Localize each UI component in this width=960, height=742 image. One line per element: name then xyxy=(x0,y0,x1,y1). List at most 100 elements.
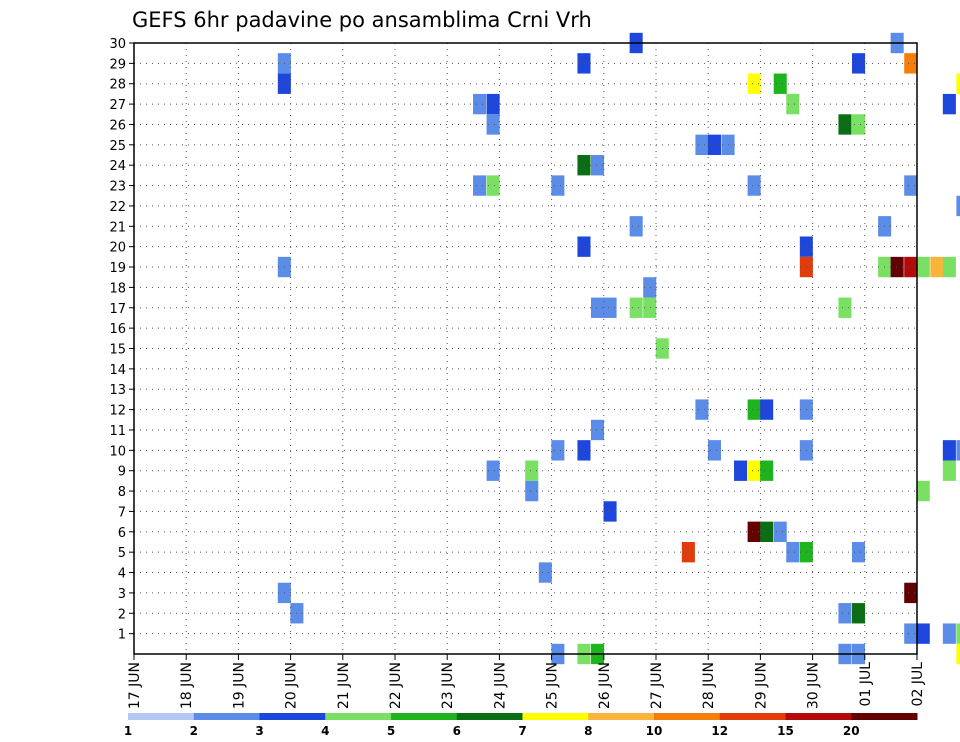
x-tick-label: 23 JUN xyxy=(440,662,456,709)
heatmap-cell xyxy=(942,93,956,115)
colorbar-swatch xyxy=(654,713,721,720)
heatmap-cell xyxy=(747,399,761,420)
y-tick-label: 18 xyxy=(109,281,126,296)
colorbar-label: 10 xyxy=(646,724,663,738)
heatmap-cell xyxy=(695,134,709,156)
heatmap-cell xyxy=(603,501,617,522)
y-tick-label: 4 xyxy=(118,567,126,582)
colorbar-label: 7 xyxy=(518,724,526,738)
heatmap-cell xyxy=(577,155,591,176)
heatmap-cell xyxy=(707,134,721,156)
heatmap-cell xyxy=(538,562,552,583)
x-tick-label: 29 JUN xyxy=(753,662,769,709)
y-tick-label: 11 xyxy=(109,424,126,439)
heatmap-cell xyxy=(473,93,487,115)
x-tick-label: 19 JUN xyxy=(231,662,247,709)
heatmap-cell xyxy=(760,460,774,481)
heatmap-cell xyxy=(930,256,944,278)
heatmap-cell xyxy=(486,175,500,196)
heatmap-cell xyxy=(773,73,787,94)
y-tick-label: 8 xyxy=(118,485,126,500)
heatmap-cell xyxy=(942,623,956,644)
x-tick-label: 26 JUN xyxy=(597,662,613,709)
heatmap-cell xyxy=(942,440,956,461)
colorbar-swatch xyxy=(193,713,260,720)
y-tick-label: 6 xyxy=(118,526,126,541)
heatmap-cell xyxy=(747,73,761,94)
y-tick-label: 13 xyxy=(109,383,126,398)
y-axis-ticks: 1234567891011121314151617181920212223242… xyxy=(109,37,134,643)
heatmap-cell xyxy=(904,623,918,644)
heatmap-cell xyxy=(852,114,866,135)
x-tick-label: 22 JUN xyxy=(388,662,404,709)
y-tick-label: 9 xyxy=(118,465,126,480)
heatmap-cell xyxy=(956,73,960,94)
heatmap-cell xyxy=(486,460,500,481)
heatmap-cell xyxy=(852,53,866,74)
x-tick-label: 24 JUN xyxy=(492,662,508,709)
heatmap-cell xyxy=(904,256,918,278)
heatmap-cell xyxy=(525,480,539,502)
heatmap-cell xyxy=(681,541,695,563)
heatmap-cell xyxy=(577,440,591,461)
y-tick-label: 21 xyxy=(109,220,126,235)
heatmap-cell xyxy=(942,460,956,481)
y-tick-label: 20 xyxy=(109,241,126,256)
heatmap-cell xyxy=(486,93,500,115)
heatmap-cell xyxy=(551,175,565,196)
heatmap-cell xyxy=(956,195,960,217)
x-tick-label: 01 JUL xyxy=(858,662,874,707)
x-tick-label: 18 JUN xyxy=(179,662,195,709)
y-tick-label: 26 xyxy=(109,118,126,133)
y-tick-label: 2 xyxy=(118,607,126,622)
colorbar-label: 3 xyxy=(255,724,263,738)
colorbar-label: 4 xyxy=(321,724,329,738)
colorbar-swatch xyxy=(456,713,523,720)
grid-lines xyxy=(134,43,917,654)
colorbar-label: 12 xyxy=(711,724,728,738)
heatmap-cell xyxy=(904,175,918,196)
heatmap-cell xyxy=(473,175,487,196)
heatmap-cell xyxy=(577,53,591,74)
heatmap-cell xyxy=(956,623,960,644)
y-tick-label: 23 xyxy=(109,180,126,195)
x-tick-label: 30 JUN xyxy=(806,662,822,709)
heatmap-cell xyxy=(942,256,956,278)
colorbar-label: 6 xyxy=(453,724,461,738)
x-axis-ticks: 17 JUN 18 JUN 19 JUN 20 JUN 21 JUN 22 JUN 23 J… xyxy=(127,654,926,709)
heatmap-cell xyxy=(838,603,852,624)
heatmap-cell xyxy=(603,297,617,318)
heatmap-cell xyxy=(904,53,918,74)
y-tick-label: 5 xyxy=(118,546,126,561)
heatmap-cell xyxy=(747,175,761,196)
colorbar-swatch xyxy=(785,713,852,720)
heatmap-cell xyxy=(591,297,605,318)
heatmap-cell xyxy=(916,623,930,644)
colorbar-swatch xyxy=(391,713,458,720)
chart-title: GEFS 6hr padavine po ansamblima Crni Vrh xyxy=(132,8,592,32)
heatmap-cell xyxy=(838,114,852,135)
heatmap-cell xyxy=(852,541,866,563)
colorbar-swatch xyxy=(128,713,195,720)
y-tick-label: 7 xyxy=(118,505,126,520)
y-tick-label: 28 xyxy=(109,78,126,93)
colorbar-label: 20 xyxy=(843,724,860,738)
y-tick-label: 22 xyxy=(109,200,126,215)
y-tick-label: 24 xyxy=(109,159,126,174)
x-tick-label: 27 JUN xyxy=(649,662,665,709)
heatmap-cell xyxy=(852,603,866,624)
heatmap-cell xyxy=(760,399,774,420)
heatmap-cell xyxy=(760,521,774,542)
colorbar-label: 8 xyxy=(584,724,592,738)
heatmap-cell xyxy=(707,440,721,461)
y-tick-label: 29 xyxy=(109,57,126,72)
heatmap-cell xyxy=(773,521,787,542)
heatmap-cell xyxy=(747,460,761,481)
y-tick-label: 1 xyxy=(118,628,126,643)
heatmap-cell xyxy=(551,440,565,461)
heatmap-cell xyxy=(786,541,800,563)
x-tick-label: 21 JUN xyxy=(336,662,352,709)
colorbar-swatch xyxy=(851,713,918,720)
heatmap-cell xyxy=(629,297,643,318)
x-tick-label: 25 JUN xyxy=(545,662,561,709)
